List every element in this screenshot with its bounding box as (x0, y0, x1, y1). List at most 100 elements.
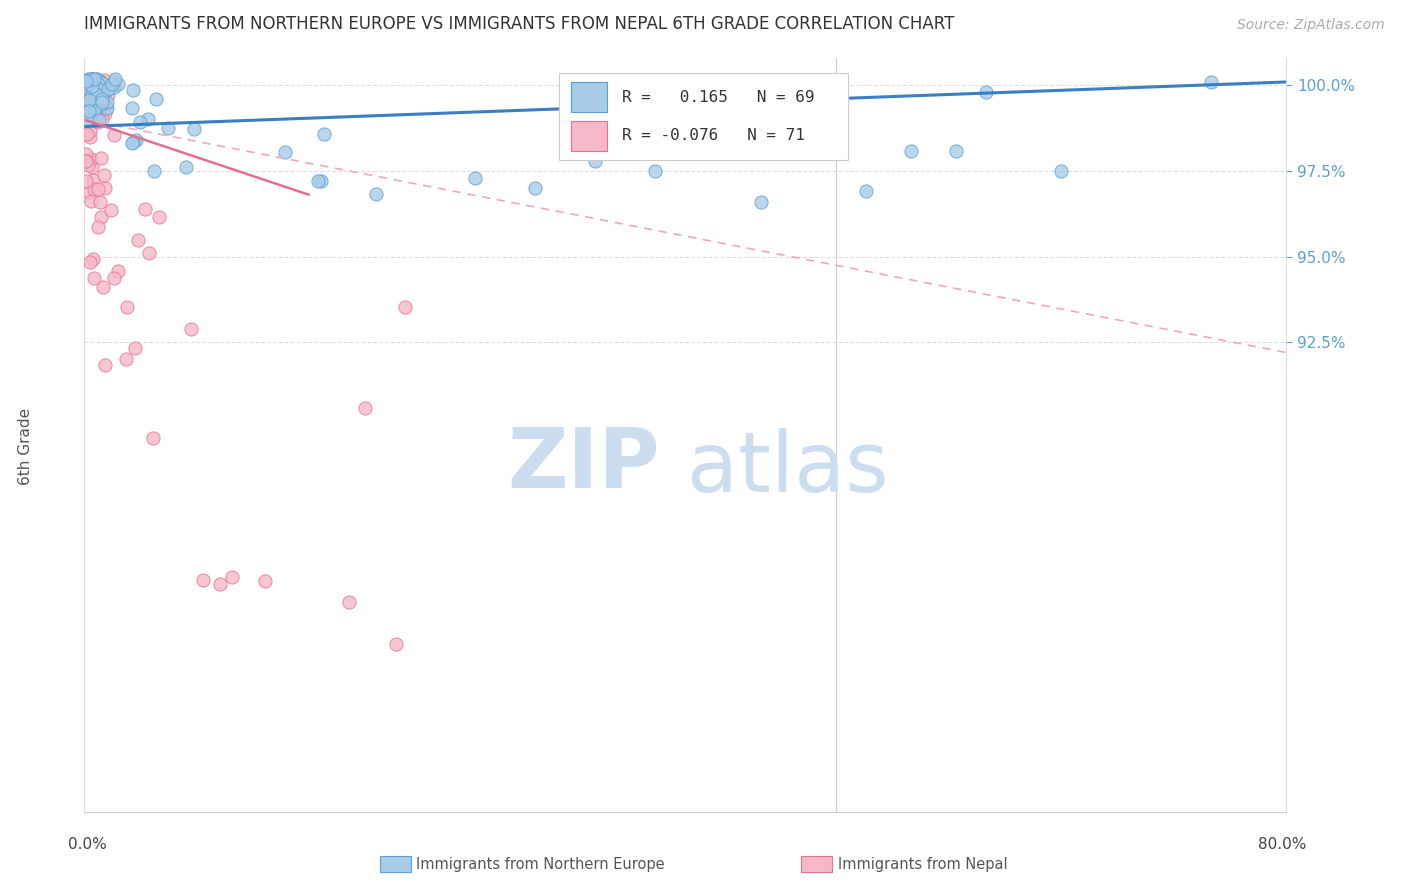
Bar (571, 120, 607, 151)
Point (80, 93, 103, 107)
Point (253, 574, 276, 589)
Point (142, 431, 165, 445)
Point (79, 194, 101, 208)
Point (80, 78, 103, 92)
Text: Source: ZipAtlas.com: Source: ZipAtlas.com (1237, 18, 1385, 31)
Point (77, 93, 100, 107)
Point (145, 92, 167, 106)
Point (91, 76, 114, 90)
Point (75, 173, 97, 187)
Point (974, 85, 997, 99)
Point (76, 127, 98, 141)
Point (307, 174, 329, 188)
Point (77, 90, 100, 104)
Point (80, 88, 103, 103)
Point (524, 181, 547, 195)
Point (104, 71, 127, 86)
Bar (571, 82, 607, 112)
Point (121, 83, 143, 97)
Point (75, 97, 97, 112)
Point (124, 133, 146, 147)
Point (143, 164, 166, 178)
Point (77, 104, 100, 119)
Point (174, 161, 197, 175)
Point (134, 202, 156, 216)
Point (89, 74, 111, 88)
Point (91, 95, 114, 109)
Point (79, 104, 101, 119)
Point (312, 128, 335, 142)
Point (855, 184, 877, 198)
Point (83, 101, 105, 115)
Point (84, 73, 107, 87)
Point (94, 358, 117, 372)
Point (97, 82, 120, 96)
Point (394, 300, 416, 314)
Point (274, 145, 297, 159)
Point (129, 115, 152, 129)
Point (364, 186, 387, 201)
Point (82, 71, 104, 86)
Point (86, 87, 108, 101)
Point (89, 84, 111, 98)
Point (91, 86, 114, 100)
Point (77, 95, 100, 110)
Point (107, 264, 129, 278)
Point (136, 112, 159, 126)
Point (138, 245, 160, 260)
Point (127, 233, 149, 247)
Point (94, 181, 117, 195)
Point (80, 78, 103, 93)
Point (900, 144, 922, 158)
Point (77, 185, 100, 199)
Point (148, 210, 170, 224)
Point (94, 106, 117, 120)
Point (91, 280, 114, 294)
Point (84, 90, 107, 104)
Text: 0.0%: 0.0% (67, 838, 107, 852)
Point (115, 300, 138, 314)
Point (384, 637, 406, 651)
Point (121, 101, 143, 115)
Point (464, 170, 486, 185)
Text: Immigrants from Northern Europe: Immigrants from Northern Europe (416, 857, 665, 871)
Point (79, 103, 101, 117)
Point (100, 202, 122, 217)
Point (80, 108, 103, 122)
Point (93, 72, 115, 87)
Point (77, 94, 100, 108)
Text: 80.0%: 80.0% (1258, 838, 1306, 852)
Point (90, 97, 112, 112)
Point (96, 95, 118, 110)
Point (76, 112, 98, 127)
Point (89, 112, 111, 127)
Point (103, 271, 125, 285)
Point (83, 182, 105, 196)
Point (86, 71, 108, 86)
Point (100, 78, 122, 92)
Point (83, 71, 105, 86)
Point (79, 255, 101, 269)
Point (84, 82, 107, 96)
Point (96, 101, 118, 115)
Point (86, 220, 108, 235)
Point (89, 194, 111, 209)
Point (644, 164, 666, 178)
Point (76, 77, 98, 91)
Point (107, 77, 129, 91)
Point (156, 120, 179, 135)
Point (86, 95, 108, 110)
Point (79, 130, 101, 145)
Point (749, 194, 772, 209)
Point (337, 595, 360, 609)
Point (89, 151, 111, 165)
Point (82, 173, 104, 187)
Text: 6th Grade: 6th Grade (18, 408, 32, 484)
Point (82, 252, 104, 266)
Point (79, 123, 101, 137)
Point (90, 104, 112, 119)
Point (94, 101, 117, 115)
Point (83, 92, 105, 106)
Point (91, 92, 114, 106)
Point (86, 71, 108, 86)
